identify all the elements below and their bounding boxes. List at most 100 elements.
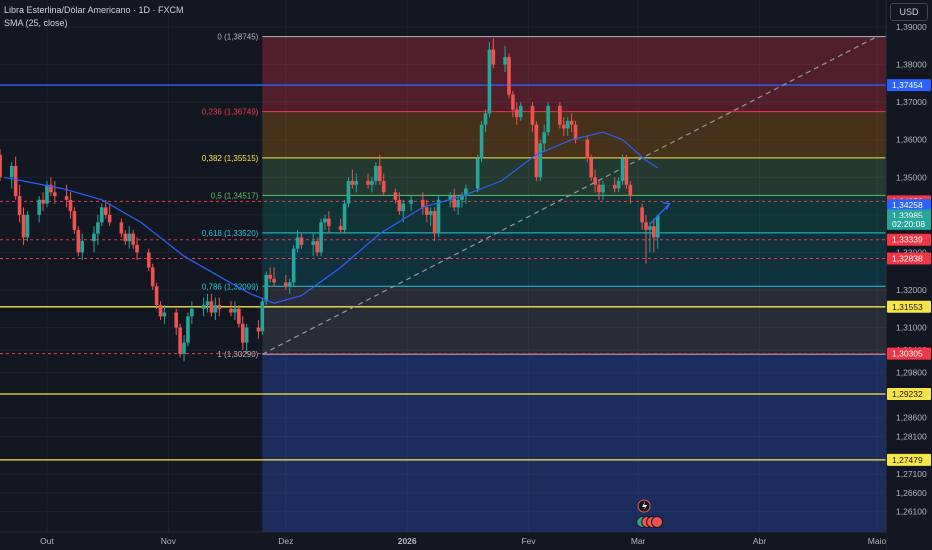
candle-body (13, 166, 18, 197)
fib-level-label: 0,236 (1,36749) (202, 108, 259, 117)
candle-body (107, 214, 112, 223)
candle-body (315, 241, 319, 253)
candle-body (428, 211, 433, 215)
trendline-line[interactable] (262, 36, 878, 355)
horizontal-lines[interactable] (0, 84, 886, 461)
candle-body (311, 241, 316, 245)
candle-body (299, 237, 304, 245)
arrow-shaft[interactable] (649, 203, 671, 225)
time-tick-label: Out (40, 536, 54, 546)
candle-body (327, 218, 331, 227)
hline-price-label: 1,30305 (892, 349, 923, 359)
price-tick-label: 1,26100 (896, 507, 927, 517)
fib-extension-zone (262, 354, 886, 532)
candle-body (393, 192, 398, 200)
candle-body (205, 301, 210, 306)
candle-body (119, 222, 124, 234)
candle-body (491, 49, 496, 65)
candle-body (103, 207, 108, 215)
fib-zone (262, 232, 886, 287)
candle-body (479, 124, 484, 159)
candle-body (323, 218, 327, 223)
candle-body (573, 124, 578, 140)
price-tick-label: 1,28600 (896, 413, 927, 423)
candle-body (256, 327, 261, 332)
arrow-drawing[interactable] (649, 201, 671, 225)
time-tick-label: Abr (753, 536, 766, 546)
price-tick-label: 1,28100 (896, 432, 927, 442)
candle-body (452, 196, 456, 208)
candle-body (652, 226, 656, 238)
hline-price-badge (887, 387, 931, 400)
candle-body (503, 57, 507, 65)
candle-body (150, 267, 155, 287)
time-axis-background (0, 532, 886, 550)
candle-body (397, 199, 402, 212)
hline-price-label: 1,37454 (892, 80, 923, 90)
candle-body (213, 305, 218, 313)
candle-body (284, 282, 288, 287)
candle-body (464, 188, 468, 197)
candle-body (244, 327, 249, 343)
candle-body (483, 113, 488, 125)
candle-body (37, 199, 41, 215)
hline-price-badge (887, 453, 931, 466)
hline-price-label: 1,31553 (892, 302, 923, 312)
candle-body (507, 57, 511, 95)
candle-body (186, 316, 190, 343)
candle-body (585, 139, 590, 159)
candle-body (601, 184, 605, 193)
price-tick-label: 1,36000 (896, 135, 927, 145)
currency-button[interactable]: USD (890, 3, 928, 21)
candle-body (648, 226, 652, 230)
candle-body (616, 181, 621, 189)
candle-body (409, 199, 413, 204)
candle-body (162, 312, 167, 317)
hline-price-badge (887, 233, 931, 246)
candle-body (655, 215, 660, 238)
candle-body (190, 308, 194, 317)
candle-body (342, 203, 347, 230)
candle-body (374, 166, 378, 182)
fibonacci-retracement[interactable]: 0 (1,38745) 0,236 (1,36749) 0,382 (1,35515… (202, 33, 886, 532)
hline-price-label: 1,27479 (892, 455, 923, 465)
candle-body (53, 192, 57, 197)
candle-body (456, 199, 460, 208)
candle-body (233, 308, 237, 313)
price-tick-label: 1,29800 (896, 368, 927, 378)
candle-body (381, 181, 386, 193)
candle-body (370, 181, 374, 185)
candle-body (561, 124, 566, 129)
current-price-label: 1,33985 (892, 210, 923, 220)
candle-body (291, 248, 296, 283)
candle-body (530, 105, 535, 125)
candle-body (135, 244, 139, 253)
candle-body (460, 196, 464, 200)
fib-zone (262, 36, 886, 112)
symbol-title: Libra Esterlina/Dólar Americano · 1D · F… (4, 5, 184, 15)
candle-body (593, 177, 597, 185)
candle-body (295, 237, 300, 249)
candle-body (640, 207, 644, 223)
event-flag-icon[interactable] (651, 516, 664, 528)
trendline[interactable] (262, 36, 878, 355)
candle-body (260, 301, 265, 332)
candle-body (432, 211, 437, 234)
candle-body (178, 327, 182, 354)
arrow-head[interactable] (662, 201, 671, 210)
candle-body (628, 184, 633, 197)
candle-body (229, 308, 233, 313)
price-tick-label: 1,27100 (896, 469, 927, 479)
candle-body (534, 124, 539, 178)
hline-price-label: 1,32838 (892, 254, 923, 264)
candle-body (240, 323, 245, 343)
candle-body (424, 207, 429, 215)
event-icons[interactable] (636, 499, 664, 528)
price-tick-label: 1,33000 (896, 247, 927, 257)
candle-body (72, 211, 77, 230)
candle-body (127, 233, 132, 242)
candle-body (354, 181, 359, 185)
candle-body (17, 196, 22, 215)
